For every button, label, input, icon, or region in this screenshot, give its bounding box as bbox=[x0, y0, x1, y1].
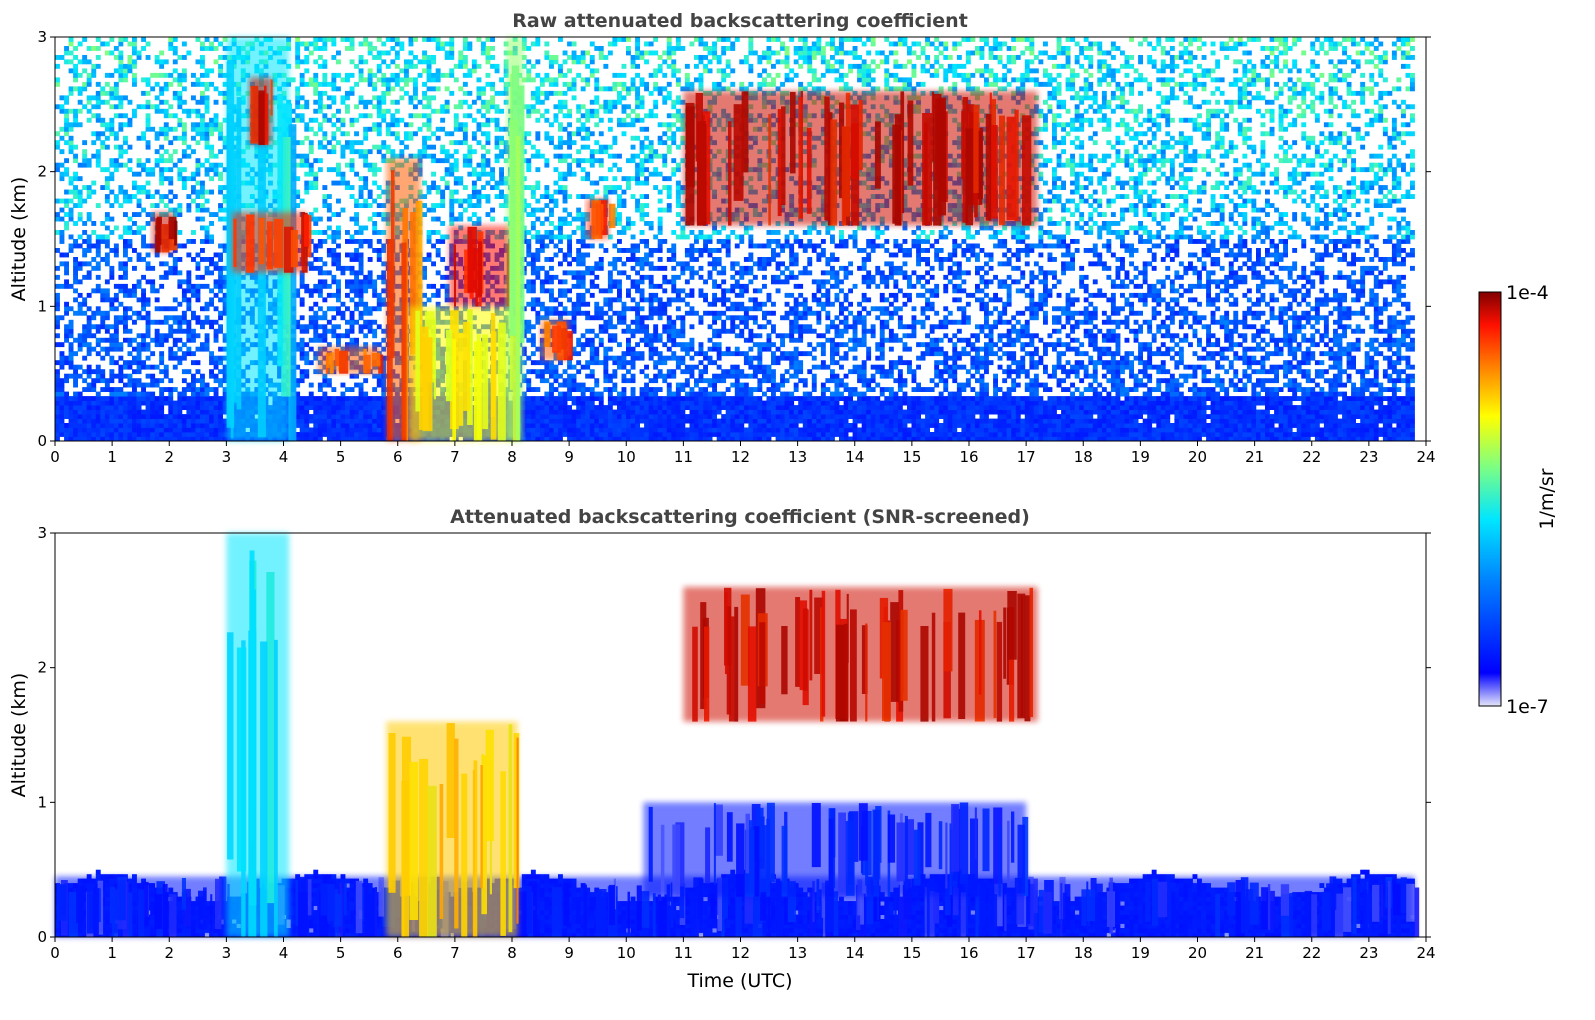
top-x-tick-label: 3 bbox=[222, 448, 232, 466]
bottom-y-tick-label: 1 bbox=[37, 793, 47, 811]
top-x-tick-label: 21 bbox=[1245, 448, 1264, 466]
bottom-y-tick-label: 0 bbox=[37, 928, 47, 946]
bottom-x-tick-label: 1 bbox=[107, 944, 117, 962]
bottom-x-tick-label: 12 bbox=[731, 944, 750, 962]
bottom-x-axis-ticks: 0 1 2 3 4 5 6 7 8 9 10 11 12 13 14 15 16 17 18 19 20 21 22 23 24 bbox=[50, 937, 1436, 962]
bottom-feature-1 bbox=[226, 533, 290, 937]
top-y-axis-ticks: 0 1 2 3 bbox=[37, 28, 1431, 450]
top-x-tick-label: 1 bbox=[107, 448, 117, 466]
colorbar-max-label: 1e-4 bbox=[1506, 282, 1549, 304]
top-chart-title: Raw attenuated backscattering coefficien… bbox=[512, 10, 968, 32]
top-feature-2 bbox=[249, 77, 273, 145]
top-x-axis-ticks: 0 1 2 3 4 5 6 7 8 9 10 11 12 13 14 15 16 17 18 19 20 21 22 23 24 bbox=[50, 441, 1436, 466]
bottom-x-tick-label: 8 bbox=[507, 944, 517, 962]
bottom-x-tick-label: 10 bbox=[617, 944, 636, 962]
bottom-feature-3 bbox=[643, 802, 1029, 897]
top-feature-4 bbox=[409, 306, 520, 441]
bottom-x-tick-label: 13 bbox=[788, 944, 807, 962]
top-x-tick-label: 16 bbox=[959, 448, 978, 466]
bottom-x-axis-label: Time (UTC) bbox=[686, 970, 792, 992]
bottom-x-tick-label: 23 bbox=[1359, 944, 1378, 962]
top-x-tick-label: 4 bbox=[279, 448, 289, 466]
top-x-tick-label: 2 bbox=[164, 448, 174, 466]
top-x-tick-label: 17 bbox=[1017, 448, 1036, 466]
top-x-tick-label: 23 bbox=[1359, 448, 1378, 466]
top-feature-11 bbox=[683, 90, 1038, 226]
top-feature-7 bbox=[317, 346, 384, 374]
bottom-x-tick-label: 18 bbox=[1074, 944, 1093, 962]
top-feature-8 bbox=[152, 212, 178, 253]
top-x-tick-label: 13 bbox=[788, 448, 807, 466]
top-x-tick-label: 18 bbox=[1074, 448, 1093, 466]
top-x-tick-label: 11 bbox=[674, 448, 693, 466]
top-x-tick-label: 5 bbox=[336, 448, 346, 466]
raw-backscatter-panel: Raw attenuated backscattering coefficien… bbox=[8, 10, 1436, 466]
bottom-x-tick-label: 11 bbox=[674, 944, 693, 962]
bottom-chart-title: Attenuated backscattering coefficient (S… bbox=[450, 506, 1030, 528]
bottom-y-tick-label: 2 bbox=[37, 659, 47, 677]
colorbar: 1e-4 1e-7 1/m/sr bbox=[1478, 282, 1558, 718]
bottom-y-tick-label: 3 bbox=[37, 524, 47, 542]
top-x-tick-label: 12 bbox=[731, 448, 750, 466]
top-background-field bbox=[55, 37, 1415, 442]
top-y-tick-label: 3 bbox=[37, 28, 47, 46]
top-x-tick-label: 19 bbox=[1131, 448, 1150, 466]
bottom-x-tick-label: 7 bbox=[450, 944, 460, 962]
top-feature-5 bbox=[449, 225, 515, 307]
top-x-tick-label: 8 bbox=[507, 448, 517, 466]
bottom-x-tick-label: 2 bbox=[164, 944, 174, 962]
top-x-tick-label: 20 bbox=[1188, 448, 1207, 466]
top-y-tick-label: 1 bbox=[37, 297, 47, 315]
snr-screened-panel: Attenuated backscattering coefficient (S… bbox=[8, 506, 1436, 992]
bottom-x-tick-label: 19 bbox=[1131, 944, 1150, 962]
top-x-tick-label: 22 bbox=[1302, 448, 1321, 466]
bottom-x-tick-label: 9 bbox=[564, 944, 574, 962]
top-feature-1 bbox=[232, 212, 312, 273]
top-y-tick-label: 0 bbox=[37, 432, 47, 450]
top-x-tick-label: 6 bbox=[393, 448, 403, 466]
top-x-tick-label: 0 bbox=[50, 448, 60, 466]
bottom-feature-4 bbox=[683, 586, 1038, 722]
bottom-x-tick-label: 5 bbox=[336, 944, 346, 962]
top-heatmap-area bbox=[55, 37, 1415, 442]
top-x-tick-label: 14 bbox=[845, 448, 864, 466]
bottom-y-axis-label: Altitude (km) bbox=[8, 673, 30, 798]
top-feature-6 bbox=[506, 37, 525, 441]
bottom-x-tick-label: 24 bbox=[1416, 944, 1435, 962]
bottom-x-tick-label: 20 bbox=[1188, 944, 1207, 962]
top-x-tick-label: 7 bbox=[450, 448, 460, 466]
top-x-tick-label: 24 bbox=[1416, 448, 1435, 466]
bottom-x-tick-label: 14 bbox=[845, 944, 864, 962]
bottom-x-tick-label: 15 bbox=[902, 944, 921, 962]
bottom-x-tick-label: 3 bbox=[222, 944, 232, 962]
bottom-x-tick-label: 6 bbox=[393, 944, 403, 962]
bottom-x-tick-label: 21 bbox=[1245, 944, 1264, 962]
bottom-x-tick-label: 4 bbox=[279, 944, 289, 962]
top-x-tick-label: 9 bbox=[564, 448, 574, 466]
top-x-tick-label: 10 bbox=[617, 448, 636, 466]
bottom-y-axis-ticks: 0 1 2 3 bbox=[37, 524, 1431, 946]
bottom-x-tick-label: 0 bbox=[50, 944, 60, 962]
bottom-x-tick-label: 16 bbox=[959, 944, 978, 962]
colorbar-gradient bbox=[1478, 291, 1502, 707]
top-x-tick-label: 15 bbox=[902, 448, 921, 466]
bottom-x-tick-label: 22 bbox=[1302, 944, 1321, 962]
colorbar-min-label: 1e-7 bbox=[1506, 696, 1549, 718]
bottom-x-tick-label: 17 bbox=[1017, 944, 1036, 962]
top-feature-9 bbox=[540, 319, 573, 361]
top-feature-10 bbox=[586, 198, 616, 239]
bottom-feature-2 bbox=[386, 721, 520, 937]
top-y-tick-label: 2 bbox=[37, 163, 47, 181]
bottom-heatmap-area bbox=[55, 533, 1420, 938]
colorbar-unit-label: 1/m/sr bbox=[1536, 468, 1558, 529]
top-y-axis-label: Altitude (km) bbox=[8, 177, 30, 302]
